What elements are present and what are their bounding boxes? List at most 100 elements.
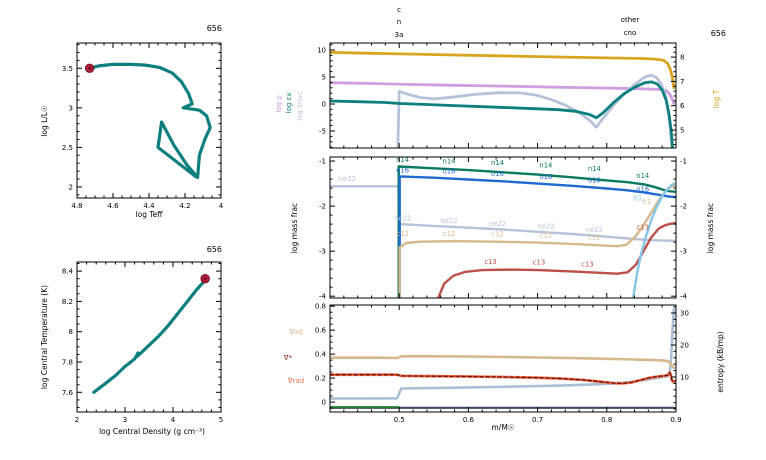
curve-label-n14: n14	[396, 156, 409, 164]
curve-label-n14: n14	[636, 172, 649, 180]
series-h1	[631, 182, 676, 298]
curve-label-c13: c13	[581, 260, 593, 268]
series-log-t	[330, 51, 676, 90]
curve-label-o16: o16	[539, 173, 552, 181]
x-axis-title: m/M☉	[491, 423, 514, 432]
series-entropy	[330, 307, 676, 400]
y-tick-label: 7.6	[62, 389, 74, 397]
x-tick-label: 4.6	[107, 202, 119, 210]
x-tick-label: 2	[75, 416, 79, 424]
curve-label-ne22: ne22	[394, 215, 411, 223]
label--rad: ∇rad	[287, 377, 304, 385]
label--: ∇*	[283, 354, 293, 362]
label-log-t: log T	[712, 89, 721, 108]
x-tick-label: 5	[219, 416, 223, 424]
curve-label-o16: o16	[396, 166, 409, 174]
label-n: n	[397, 18, 401, 26]
y-tick-label: 0	[322, 101, 326, 109]
curve-label-c13: c13	[637, 224, 649, 232]
y-tick-label: 5	[322, 74, 326, 82]
label-c: c	[397, 6, 401, 14]
curve-label-n14: n14	[443, 157, 456, 165]
x-tick-label: 3	[123, 416, 127, 424]
series-c12	[398, 184, 676, 298]
curve-label-o16: o16	[588, 177, 601, 185]
tick-marks	[329, 43, 677, 148]
curve-label-c12: c12	[540, 232, 552, 240]
series-layer	[92, 278, 207, 394]
label-log-mass-frac: log mass frac	[290, 203, 299, 253]
y-tick-label: 3.5	[62, 65, 73, 73]
series-grad-ad	[330, 354, 676, 370]
series-c13	[436, 221, 676, 298]
panel-profile-gradients: 0.5 0.6 0.7 0.8 0.9 0 0.2 0.4 0.6 0.8 10 20 30 m/M☉ ∇a…	[283, 303, 725, 432]
y2-tick-label: 8	[680, 54, 684, 62]
y2-tick-label: 30	[680, 309, 689, 317]
y-tick-label: 10	[317, 47, 326, 55]
curve-label-ne22: ne22	[537, 223, 554, 231]
y2-tick-label: -1	[680, 158, 687, 166]
label-log-nuc: log εnuc	[296, 91, 304, 121]
x-tick-label: 4	[171, 416, 176, 424]
curve-label-ne22: ne22	[586, 226, 603, 234]
curve-label-n14: n14	[588, 165, 601, 173]
curve-label-ne22: ne22	[489, 220, 506, 228]
y-tick-label: -1	[319, 158, 326, 166]
y-tick-label: -5	[319, 127, 326, 135]
y-tick-label: 2	[69, 183, 73, 191]
y2-tick-label: 10	[680, 373, 689, 381]
panel-profile-abundances: ne22 n14 n14 n14 n14 n14 n14 o16 o16 o16 o16 o16 o16…	[290, 156, 715, 301]
label-cno: cno	[624, 29, 637, 37]
label-656: 656	[207, 24, 222, 33]
x-tick-label: 4	[219, 202, 224, 210]
series-o16	[398, 175, 676, 298]
x-tick-label: 0.6	[463, 416, 475, 424]
y2-tick-label: -3	[680, 248, 687, 256]
curve-label-o16: o16	[491, 170, 504, 178]
label--ad: ∇ad	[288, 328, 302, 336]
curve-label-ne22: ne22	[440, 217, 457, 225]
label-3a: 3a	[395, 31, 404, 39]
tick-marks	[76, 262, 222, 412]
series-log-eps-nuc	[396, 73, 674, 148]
y-tick-label: 0.6	[315, 327, 327, 335]
y2-tick-label: -4	[680, 293, 688, 301]
tick-marks	[76, 43, 222, 198]
y-tick-label: 8.2	[62, 298, 73, 306]
curve-label-h1: h1	[634, 195, 643, 203]
curve-label-n14: n14	[539, 161, 552, 169]
curve-label-c12: c12	[491, 231, 503, 239]
panel-hr-diagram: 4.8 4.6 4.4 4.2 4 2 2.5 3 3.5 log Teff log L/L☉ 656	[40, 24, 224, 219]
axes-frame	[329, 156, 677, 299]
y-tick-label: 0.8	[315, 303, 326, 311]
x-tick-label: 4.4	[143, 202, 155, 210]
x-tick-label: 0.8	[601, 416, 612, 424]
panel-central-t-rho: 2 3 4 5 7.6 7.8 8 8.2 8.4 log Central Density (g …	[40, 245, 223, 436]
curve-label-c12: c12	[588, 233, 600, 241]
y-tick-label: 8	[69, 328, 73, 336]
marker-center-dot	[88, 67, 91, 70]
marker-center-dot	[204, 277, 207, 280]
series-tc-rhoc-track	[92, 278, 207, 394]
x-axis-title: log Teff	[136, 210, 164, 219]
series-layer	[330, 307, 676, 409]
y2-tick-label: 20	[680, 341, 689, 349]
series-n14	[397, 165, 676, 298]
label-656: 656	[711, 29, 726, 38]
tick-marks	[329, 157, 677, 298]
curve-label-c13: c13	[484, 258, 496, 266]
x-tick-label: 0.7	[532, 416, 543, 424]
y-axis-title: log Central Temperature (K)	[40, 285, 49, 389]
curve-label-c13: c13	[533, 259, 545, 267]
y2-tick-label: -2	[680, 203, 687, 211]
curve-label-o16: o16	[636, 186, 649, 194]
axes-frame	[76, 261, 222, 413]
x-axis-title: log Central Density (g cm⁻³)	[99, 427, 205, 436]
curve-label-ne22: ne22	[339, 175, 356, 183]
y-axis-title: log L/L☉	[40, 105, 49, 136]
y-tick-label: 8.4	[62, 268, 74, 276]
label-656: 656	[207, 245, 222, 254]
label-log-: log ρ	[275, 95, 283, 113]
